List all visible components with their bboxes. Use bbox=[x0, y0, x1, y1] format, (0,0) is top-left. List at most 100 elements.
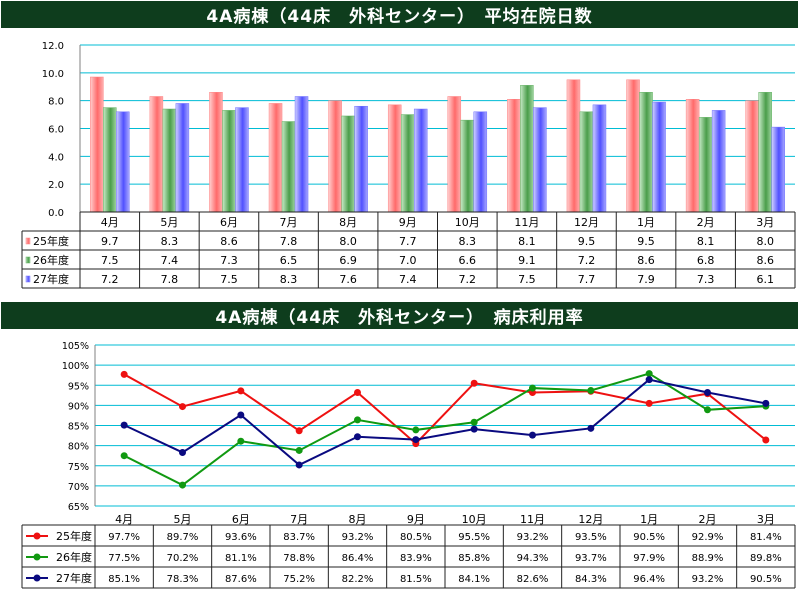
x-tick-label: 5月 bbox=[174, 513, 192, 526]
x-tick-label: 7月 bbox=[290, 513, 308, 526]
y-tick-label: 105% bbox=[62, 341, 89, 352]
bar-25年度 bbox=[447, 96, 462, 213]
y-tick-label: 6.0 bbox=[48, 125, 64, 136]
legend-key-marker bbox=[33, 574, 41, 582]
bar-27年度 bbox=[771, 126, 785, 213]
bar-26年度 bbox=[222, 110, 236, 213]
data-label: 95.5% bbox=[458, 532, 490, 543]
data-label: 97.9% bbox=[633, 553, 665, 564]
data-point bbox=[645, 399, 653, 407]
data-label: 7.5 bbox=[101, 254, 119, 267]
bar-26年度 bbox=[400, 114, 415, 213]
data-label: 93.2% bbox=[517, 532, 549, 543]
bar-26年度 bbox=[281, 121, 296, 213]
data-point bbox=[412, 426, 420, 434]
data-label: 9.5 bbox=[578, 235, 596, 248]
data-point bbox=[354, 388, 361, 396]
data-point bbox=[587, 386, 595, 394]
data-label: 92.9% bbox=[692, 532, 724, 543]
data-label: 9.7 bbox=[101, 235, 119, 248]
data-point bbox=[587, 424, 595, 432]
data-label: 8.6 bbox=[637, 254, 655, 267]
data-label: 9.1 bbox=[518, 254, 536, 267]
bar-27年度 bbox=[711, 110, 726, 213]
bar-25年度 bbox=[387, 104, 402, 213]
data-label: 6.8 bbox=[697, 254, 715, 267]
data-label: 78.3% bbox=[167, 574, 199, 585]
y-tick-label: 90% bbox=[68, 401, 89, 412]
chart-title-bed-occupancy: 4A病棟（44床 外科センター） 病床利用率 bbox=[1, 302, 798, 329]
y-tick-label: 4.0 bbox=[48, 152, 64, 163]
data-point bbox=[470, 425, 478, 433]
data-label: 8.3 bbox=[459, 235, 477, 248]
x-tick-label: 2月 bbox=[699, 513, 717, 526]
data-label: 7.4 bbox=[161, 254, 179, 267]
data-label: 93.2% bbox=[692, 574, 724, 585]
data-point bbox=[354, 433, 361, 441]
data-point bbox=[412, 436, 420, 444]
data-point bbox=[120, 452, 128, 460]
y-tick-label: 80% bbox=[68, 442, 89, 453]
y-tick-label: 65% bbox=[68, 502, 89, 513]
bar-26年度 bbox=[698, 117, 713, 213]
bar-27年度 bbox=[235, 107, 249, 213]
data-label: 7.2 bbox=[578, 254, 596, 267]
bar-25年度 bbox=[507, 99, 521, 213]
data-label: 7.9 bbox=[637, 273, 655, 286]
x-tick-label: 1月 bbox=[640, 513, 658, 526]
data-label: 78.8% bbox=[283, 553, 315, 564]
data-label: 86.4% bbox=[342, 553, 374, 564]
data-label: 8.6 bbox=[756, 254, 774, 267]
x-tick-label: 4月 bbox=[115, 513, 133, 526]
bar-25年度 bbox=[90, 76, 104, 213]
legend-key bbox=[25, 275, 31, 283]
data-label: 83.7% bbox=[283, 532, 315, 543]
data-point bbox=[179, 448, 186, 456]
bar-27年度 bbox=[175, 103, 190, 213]
x-tick-label: 1月 bbox=[637, 216, 655, 229]
data-label: 7.7 bbox=[399, 235, 417, 248]
legend-label: 25年度 bbox=[33, 234, 69, 248]
data-label: 96.4% bbox=[633, 574, 665, 585]
data-label: 84.3% bbox=[575, 574, 607, 585]
data-point bbox=[529, 431, 536, 439]
data-label: 89.7% bbox=[167, 532, 199, 543]
data-label: 7.3 bbox=[220, 254, 238, 267]
bar-26年度 bbox=[341, 115, 355, 213]
data-label: 8.0 bbox=[339, 235, 357, 248]
x-tick-label: 12月 bbox=[574, 216, 599, 229]
data-label: 6.9 bbox=[339, 254, 357, 267]
data-point bbox=[237, 411, 245, 419]
x-tick-label: 9月 bbox=[399, 216, 417, 229]
data-label: 80.5% bbox=[400, 532, 432, 543]
y-tick-label: 8.0 bbox=[48, 97, 64, 108]
legend-label: 27年度 bbox=[33, 272, 69, 286]
data-point bbox=[645, 376, 653, 384]
data-label: 8.3 bbox=[161, 235, 179, 248]
data-label: 7.2 bbox=[101, 273, 119, 286]
data-label: 8.6 bbox=[220, 235, 238, 248]
data-label: 6.1 bbox=[756, 273, 774, 286]
data-label: 93.2% bbox=[342, 532, 374, 543]
bar-25年度 bbox=[626, 79, 640, 213]
data-point bbox=[295, 461, 303, 469]
bar-26年度 bbox=[758, 92, 772, 213]
bar-25年度 bbox=[149, 96, 164, 213]
y-tick-label: 100% bbox=[62, 361, 89, 372]
x-tick-label: 10月 bbox=[455, 216, 480, 229]
data-label: 82.2% bbox=[342, 574, 374, 585]
data-point bbox=[704, 406, 711, 414]
bar-27年度 bbox=[473, 111, 488, 213]
x-tick-label: 9月 bbox=[407, 513, 425, 526]
data-label: 9.5 bbox=[637, 235, 655, 248]
y-tick-label: 85% bbox=[68, 422, 89, 433]
legend-key bbox=[25, 256, 31, 264]
bed-occupancy-line-chart: 65% 70% 75% 80% 85% 90% 95% 100% 105% 4月 5月 6月 7月 8月 9… bbox=[21, 341, 796, 589]
bar-26年度 bbox=[639, 92, 653, 213]
data-label: 6.5 bbox=[280, 254, 298, 267]
data-label: 7.4 bbox=[399, 273, 417, 286]
bar-25年度 bbox=[209, 92, 223, 213]
bar-27年度 bbox=[413, 108, 428, 213]
legend-key-marker bbox=[33, 553, 41, 561]
x-tick-label: 11月 bbox=[520, 513, 545, 526]
